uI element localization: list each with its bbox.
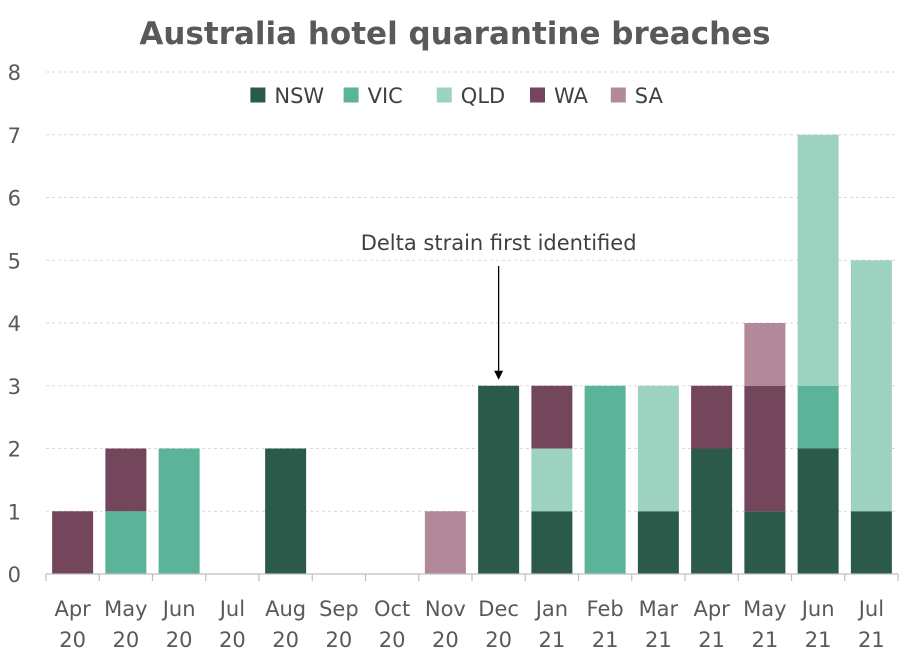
bar-segment-nsw (478, 385, 520, 574)
x-axis-ticks: Apr 20 May 20 Jun 20 Jul 20 Aug 20 Sep 20 Oct 20 Nov 20… (45, 574, 899, 652)
bar-segment-sa (744, 323, 786, 386)
x-tick-label-year: 21 (645, 628, 672, 652)
x-tick-label-year: 20 (113, 628, 140, 652)
x-tick-label-year: 20 (166, 628, 193, 652)
x-tick-label-year: 20 (379, 628, 406, 652)
bar-segment-wa (691, 385, 733, 449)
y-tick-label: 8 (8, 61, 21, 85)
x-tick-label-month: Feb (587, 597, 624, 621)
bar-segment-nsw (744, 511, 786, 574)
x-tick-label-year: 21 (539, 628, 566, 652)
bar-segment-nsw (637, 511, 679, 574)
x-tick-label-month: Jul (218, 597, 245, 621)
x-tick-label-year: 21 (858, 628, 885, 652)
y-tick-label: 2 (8, 438, 21, 462)
legend-label-vic: VIC (368, 84, 403, 108)
bar-segment-nsw (265, 448, 307, 574)
y-tick-label: 3 (8, 375, 21, 399)
bar-segment-vic (584, 385, 626, 574)
x-tick-label-month: Mar (639, 597, 679, 621)
bar-segment-wa (744, 385, 786, 512)
bar-segment-nsw (691, 448, 733, 574)
x-tick-label-year: 21 (698, 628, 725, 652)
x-tick-label-year: 20 (272, 628, 299, 652)
x-tick-label-month: Apr (54, 597, 91, 621)
bar-segment-vic (158, 448, 200, 574)
y-tick-label: 1 (8, 500, 21, 524)
x-tick-label-month: Jun (800, 597, 835, 621)
bar-segment-nsw (531, 511, 573, 574)
bar-segment-vic (797, 385, 839, 449)
x-tick-label-month: Sep (319, 597, 359, 621)
legend-swatch-vic (343, 87, 359, 103)
y-tick-label: 6 (8, 187, 21, 211)
x-tick-label-month: Nov (425, 597, 466, 621)
y-axis-ticks: 0 1 2 3 4 5 6 7 8 (8, 61, 21, 587)
legend-label-nsw: NSW (274, 84, 324, 108)
chart-title: Australia hotel quarantine breaches (139, 16, 770, 52)
bar-segment-qld (797, 134, 839, 386)
x-tick-label-month: Apr (693, 597, 730, 621)
legend-swatch-sa (610, 87, 626, 103)
bar-segment-qld (531, 448, 573, 512)
bar-segment-qld (850, 260, 892, 512)
x-tick-label-month: Aug (265, 597, 306, 621)
x-tick-label-year: 20 (432, 628, 459, 652)
bar-segment-wa (52, 511, 94, 574)
x-tick-label-month: Oct (374, 597, 410, 621)
y-tick-label: 4 (8, 312, 21, 336)
x-tick-label-month: May (104, 597, 147, 621)
bar-segment-sa (424, 511, 466, 574)
x-tick-label-year: 20 (326, 628, 353, 652)
legend-swatch-nsw (250, 87, 266, 103)
y-tick-label: 0 (8, 563, 21, 587)
bar-segment-nsw (797, 448, 839, 574)
x-tick-label-month: Jan (534, 597, 568, 621)
legend-label-sa: SA (635, 84, 664, 108)
x-tick-label-month: May (743, 597, 786, 621)
bar-segment-qld (637, 385, 679, 512)
x-tick-label-year: 20 (59, 628, 86, 652)
x-tick-label-month: Dec (478, 597, 519, 621)
legend-swatch-qld (436, 87, 452, 103)
legend: NSW VIC QLD WA SA (250, 84, 664, 108)
x-tick-label-year: 20 (219, 628, 246, 652)
annotations: Delta strain first identified (361, 231, 637, 380)
bar-segment-vic (105, 511, 147, 574)
x-tick-label-month: Jun (161, 597, 196, 621)
legend-label-wa: WA (554, 84, 589, 108)
bars (52, 134, 892, 574)
x-tick-label-year: 21 (752, 628, 779, 652)
bar-segment-wa (105, 448, 147, 512)
y-tick-label: 5 (8, 249, 21, 273)
bar-segment-nsw (850, 511, 892, 574)
x-tick-label-year: 21 (592, 628, 619, 652)
y-tick-label: 7 (8, 124, 21, 148)
x-tick-label-month: Jul (857, 597, 884, 621)
legend-swatch-wa (530, 87, 545, 103)
legend-label-qld: QLD (461, 84, 505, 108)
x-tick-label-year: 21 (805, 628, 832, 652)
x-tick-label-year: 20 (485, 628, 512, 652)
bar-segment-wa (531, 385, 573, 449)
annotation-label: Delta strain first identified (361, 231, 637, 255)
annotation-arrow-head (494, 370, 504, 380)
